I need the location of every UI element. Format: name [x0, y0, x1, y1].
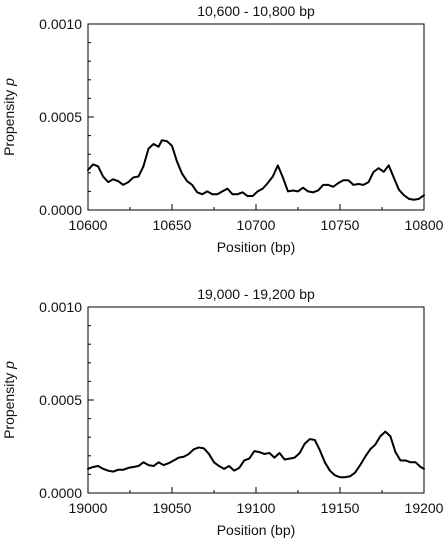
- plot-frame: [87, 23, 425, 211]
- y-tick-label: 0.0010: [39, 16, 82, 32]
- x-tick-label: 19150: [321, 500, 360, 516]
- chart-title: 19,000 - 19,200 bp: [197, 286, 315, 302]
- x-axis-label: Position (bp): [217, 239, 296, 255]
- x-tick-label: 19000: [69, 500, 108, 516]
- chart-panel-bottom: 19,000 - 19,200 bp 19000 19050 19100 19150 19…: [1, 286, 444, 538]
- y-tick-label: 0.0010: [39, 299, 82, 315]
- y-axis-label-variable: p: [1, 361, 17, 370]
- chart-title: 10,600 - 10,800 bp: [197, 3, 315, 19]
- y-tick-label: 0.0005: [39, 109, 82, 125]
- y-axis-label-variable: p: [1, 78, 17, 87]
- y-axis-label-text: Propensity: [1, 369, 17, 439]
- y-tick-label: 0.0005: [39, 392, 82, 408]
- series-line: [87, 430, 425, 479]
- chart-panel-top: 10,600 - 10,800 bp 10600 10650 10700 10750 10…: [1, 3, 444, 255]
- x-tick-label: 19100: [237, 500, 276, 516]
- y-tick-label: 0.0000: [39, 202, 82, 218]
- series-line: [87, 139, 425, 201]
- y-axis-label: Propensity p: [1, 361, 17, 439]
- x-tick-label: 10700: [237, 217, 276, 233]
- y-axis-label: Propensity p: [1, 78, 17, 156]
- x-tick-label: 10600: [69, 217, 108, 233]
- y-tick-label: 0.0000: [39, 485, 82, 501]
- x-axis-label: Position (bp): [217, 522, 296, 538]
- x-tick-label: 19200: [405, 500, 444, 516]
- x-tick-label: 10750: [321, 217, 360, 233]
- x-tick-label: 19050: [153, 500, 192, 516]
- x-tick-label: 10650: [153, 217, 192, 233]
- y-axis-label-text: Propensity: [1, 86, 17, 156]
- x-tick-label: 10800: [405, 217, 444, 233]
